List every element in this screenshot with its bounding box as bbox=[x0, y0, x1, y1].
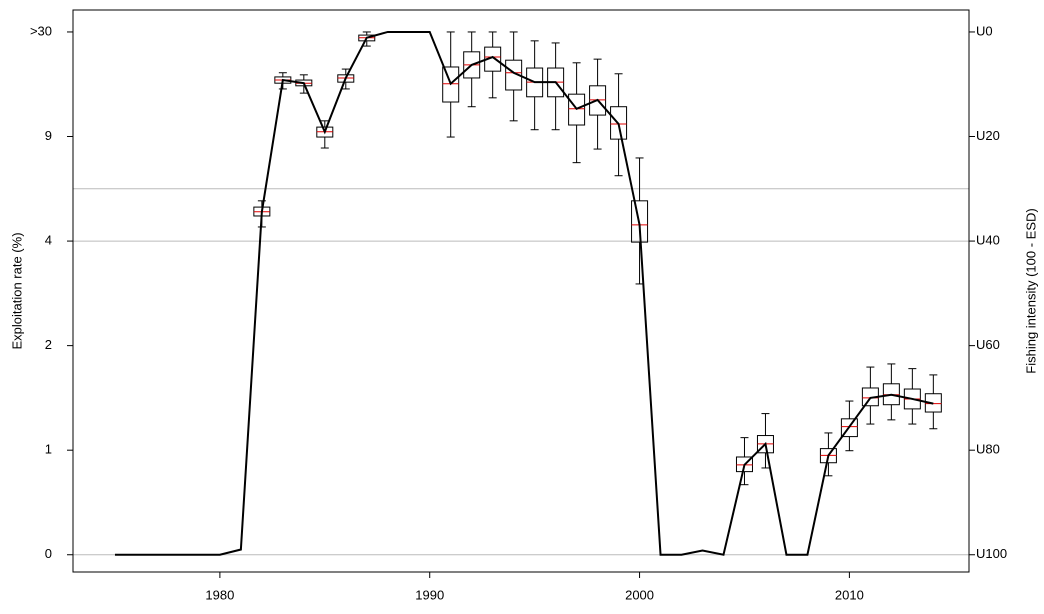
box bbox=[631, 200, 649, 243]
y2-tick-label: U0 bbox=[976, 23, 993, 38]
box bbox=[610, 106, 628, 140]
box bbox=[568, 93, 586, 126]
y2-tick-label: U60 bbox=[976, 337, 1000, 352]
y-tick-label: 9 bbox=[45, 128, 52, 143]
y-axis-title: Exploitation rate (%) bbox=[9, 232, 24, 349]
box bbox=[840, 418, 858, 438]
box bbox=[735, 456, 753, 473]
x-tick-label: 1990 bbox=[415, 587, 444, 602]
box bbox=[337, 74, 355, 83]
y-tick-label: 2 bbox=[45, 337, 52, 352]
y2-tick-label: U80 bbox=[976, 442, 1000, 457]
box bbox=[442, 66, 460, 103]
plot-frame bbox=[72, 9, 970, 573]
y-tick-label: 0 bbox=[45, 546, 52, 561]
x-tick-label: 2000 bbox=[625, 587, 654, 602]
x-tick-label: 1980 bbox=[205, 587, 234, 602]
box bbox=[882, 383, 900, 406]
y2-tick-label: U40 bbox=[976, 233, 1000, 248]
y2-tick-label: U100 bbox=[976, 546, 1007, 561]
box bbox=[589, 85, 607, 116]
y2-tick-label: U20 bbox=[976, 128, 1000, 143]
y-tick-label: >30 bbox=[30, 23, 52, 38]
box bbox=[505, 59, 523, 91]
line bbox=[114, 30, 934, 556]
y-tick-label: 4 bbox=[45, 233, 52, 248]
x-tick-label: 2010 bbox=[835, 587, 864, 602]
y-tick-label: 1 bbox=[45, 442, 52, 457]
y2-axis-title: Fishing intensity (100 - ESD) bbox=[1023, 208, 1038, 373]
